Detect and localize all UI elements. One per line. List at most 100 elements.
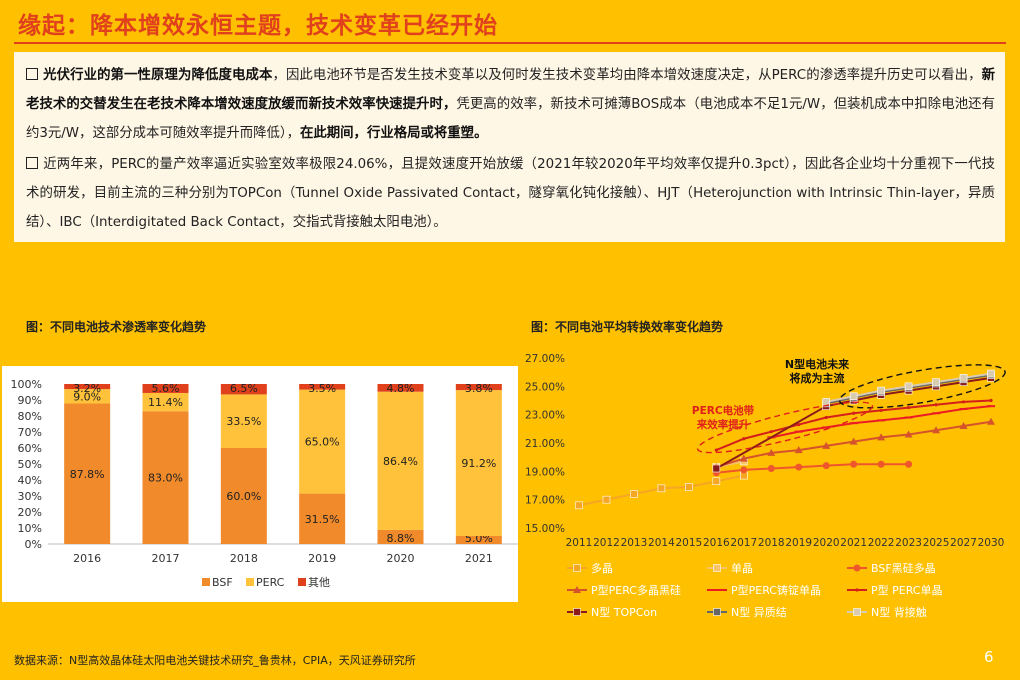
legend-label: PERC <box>256 576 285 589</box>
y-tick-label: 90% <box>18 394 42 407</box>
point-N型 背接触 <box>987 369 995 378</box>
bullet-paragraph-1: 光伏行业的第一性原理为降低度电成本，因此电池环节是否发生技术变革以及何时发生技术… <box>26 61 995 148</box>
point-P型 PERC单晶 <box>989 398 993 403</box>
legend-swatch-PERC <box>246 578 254 586</box>
x-tick-label: 2019 <box>308 552 336 565</box>
x-tick-label: 2025 <box>923 537 950 549</box>
point-N型 背接触 <box>932 378 940 386</box>
point-P型PERC铸锭单晶 <box>822 426 831 429</box>
legend-label: N型 TOPCon <box>591 605 657 619</box>
legend-label: 其他 <box>308 576 330 589</box>
y-tick-label: 60% <box>18 442 42 455</box>
bar-segment-其他 <box>299 384 346 390</box>
series-line-BSF黑硅多晶 <box>716 463 909 474</box>
left-chart-caption: 图：不同电池技术渗透率变化趋势 <box>26 320 207 334</box>
bar-segment-PERC <box>299 389 346 494</box>
y-tick-label: 21.00% <box>525 438 565 450</box>
p1-text-run-1: ，因此电池环节是否发生技术变革以及何时发生技术变革均由降本增效速度决定，从PER… <box>272 68 982 83</box>
annotation-ellipse-perc <box>696 401 874 454</box>
point-P型PERC铸锭单晶 <box>877 419 886 422</box>
legend-label: P型PERC多晶黑硅 <box>591 583 681 597</box>
x-tick-label: 2017 <box>730 537 757 549</box>
x-tick-label: 2018 <box>230 552 258 565</box>
point-P型PERC铸锭单晶 <box>987 405 995 408</box>
annotation-text-ntype: 将成为主流 <box>790 371 845 385</box>
bar-segment-BSF <box>455 536 502 544</box>
p1-text-run-0: 光伏行业的第一性原理为降低度电成本 <box>43 68 273 83</box>
page-number: 6 <box>984 648 994 666</box>
point-P型 PERC单晶 <box>879 408 883 413</box>
data-label: 9.0% <box>73 390 101 403</box>
point-P型PERC多晶黑硅 <box>959 422 968 429</box>
data-label: 31.5% <box>305 513 340 526</box>
point-P型PERC多晶黑硅 <box>767 448 776 456</box>
point-P型PERC多晶黑硅 <box>932 426 941 434</box>
x-tick-label: 2018 <box>758 537 785 549</box>
bar-segment-其他 <box>377 384 424 392</box>
x-tick-label: 2016 <box>73 552 101 565</box>
bar-segment-其他 <box>220 384 267 395</box>
x-tick-label: 2013 <box>621 537 648 549</box>
point-P型PERC多晶黑硅 <box>877 433 886 441</box>
y-tick-label: 70% <box>18 426 42 439</box>
point-多晶 <box>630 490 638 498</box>
bar-segment-其他 <box>455 384 502 391</box>
point-多晶 <box>575 501 583 510</box>
point-BSF黑硅多晶 <box>767 465 775 472</box>
x-tick-label: 2017 <box>152 552 180 565</box>
point-P型 PERC单晶 <box>769 430 773 434</box>
p1-text-run-4: 在此期间，行业格局或将重塑。 <box>300 126 488 141</box>
x-tick-label: 2015 <box>675 537 702 549</box>
point-多晶 <box>602 495 611 504</box>
data-label: 87.8% <box>70 468 105 481</box>
bar-segment-PERC <box>142 392 189 412</box>
point-P型PERC多晶黑硅 <box>987 417 995 425</box>
point-多晶 <box>712 477 721 486</box>
bar-segment-BSF <box>299 493 346 544</box>
x-tick-label: 2019 <box>785 537 812 549</box>
y-tick-label: 100% <box>11 378 42 391</box>
point-N型 背接触 <box>904 382 913 391</box>
bar-segment-BSF <box>142 411 189 544</box>
efficiency-chart-panel: 15.00% 17.00% 19.00% 21.00% 23.00% 25.00% 27.0… <box>517 342 1017 622</box>
legend-label: BSF <box>212 576 233 589</box>
data-label: 3.5% <box>308 382 336 395</box>
legend-label: N型 背接触 <box>871 605 927 619</box>
point-N型 背接触 <box>877 386 885 395</box>
checkbox-bullet-icon <box>26 157 38 169</box>
p2-text-run-0: 近两年来，PERC的量产效率逼近实验室效率极限24.06%，且提效速度开始放缓（… <box>26 157 995 230</box>
point-P型PERC多晶黑硅 <box>904 430 913 438</box>
point-BSF黑硅多晶 <box>795 463 803 471</box>
point-BSF黑硅多晶 <box>853 564 861 572</box>
point-N型 背接触 <box>849 392 858 401</box>
data-label: 91.2% <box>461 457 496 470</box>
penetration-stacked-bar-chart: 0% 10% 20% 30% 40% 50% 60% 70% 80% 90% 100% 87.8% 9.… <box>11 378 518 589</box>
data-label: 60.0% <box>226 490 261 503</box>
bar-segment-PERC <box>220 394 267 448</box>
point-P型 PERC单晶 <box>714 448 718 452</box>
y-tick-label: 23.00% <box>525 410 565 422</box>
legend-swatch-BSF <box>202 578 210 586</box>
y-tick-label: 10% <box>18 522 42 535</box>
x-tick-label: 2023 <box>895 537 922 549</box>
point-P型PERC铸锭单晶 <box>794 430 803 433</box>
bar-segment-PERC <box>64 389 111 404</box>
point-P型PERC铸锭单晶 <box>849 422 858 425</box>
y-tick-label: 20% <box>18 506 42 519</box>
bar-segment-PERC <box>377 391 424 530</box>
point-P型PERC多晶黑硅 <box>849 437 858 445</box>
point-BSF黑硅多晶 <box>850 460 858 468</box>
checkbox-bullet-icon <box>26 68 38 80</box>
point-N型 背接触 <box>959 374 968 382</box>
data-source: 数据来源：N型高效晶体硅太阳电池关键技术研究_鲁贵林，CPIA，天风证券研究所 <box>14 654 416 667</box>
point-P型PERC铸锭单晶 <box>904 416 913 419</box>
point-P型 PERC单晶 <box>855 588 859 592</box>
p1-text-run-2: 新老技术的交替发生在老技术降本增效速度放缓而新技术效率快速提升时， <box>26 68 995 112</box>
bar-segment-BSF <box>220 448 267 544</box>
point-P型 PERC单晶 <box>797 422 801 427</box>
data-label: 4.8% <box>387 382 415 395</box>
legend-label: P型 PERC单晶 <box>871 583 943 597</box>
x-tick-label: 2030 <box>978 537 1005 549</box>
point-P型PERC铸锭单晶 <box>959 408 968 410</box>
y-tick-label: 80% <box>18 410 42 423</box>
